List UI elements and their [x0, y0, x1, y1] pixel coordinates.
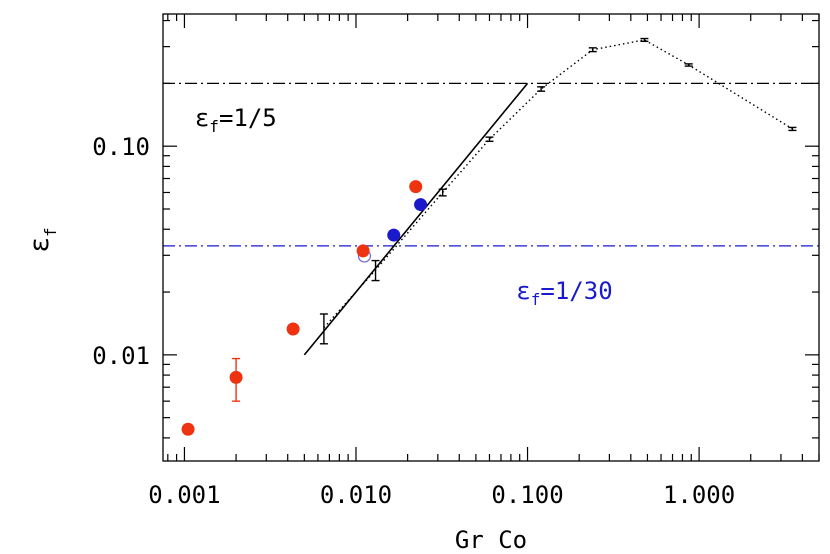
blue-point	[387, 228, 401, 242]
data-points	[181, 180, 428, 436]
svg-text:εf: εf	[25, 227, 60, 252]
x-tick-label: 0.001	[148, 481, 220, 509]
red-point	[229, 370, 243, 384]
labels: εf=1/5εf=1/30	[195, 104, 613, 309]
x-tick-label: 0.010	[320, 481, 392, 509]
reference-label-subscript: f	[209, 117, 219, 136]
y-axis-label-sub: f	[41, 227, 60, 237]
plot-frame	[162, 13, 820, 462]
reference-label-value: =1/5	[219, 104, 277, 132]
y-tick-label: 0.10	[92, 133, 150, 161]
dotted-series	[319, 37, 797, 345]
reference-label-epsilon: ε	[516, 277, 530, 305]
blue-point	[414, 198, 428, 212]
fit-line-group	[303, 82, 529, 356]
x-tick-label: 1.000	[663, 481, 735, 509]
red-point	[409, 180, 423, 194]
x-axis-label: Gr Co	[455, 526, 527, 554]
red-point	[181, 422, 195, 436]
y-axis-label: εf	[25, 227, 60, 252]
y-tick-label: 0.01	[92, 342, 150, 370]
reference-line-label: εf=1/5	[195, 104, 277, 136]
red-point	[356, 244, 370, 258]
reference-label-subscript: f	[531, 290, 541, 309]
x-tick-label: 0.100	[491, 481, 563, 509]
reference-label-value: =1/30	[540, 277, 612, 305]
red-point	[286, 322, 300, 336]
reference-line-label: εf=1/30	[516, 277, 612, 309]
fit-line	[303, 82, 529, 356]
reference-label-epsilon: ε	[195, 104, 209, 132]
y-axis-label-main: ε	[25, 237, 55, 253]
axes: 0.001 0.010 0.100 1.000 0.01 0.10	[92, 13, 820, 509]
